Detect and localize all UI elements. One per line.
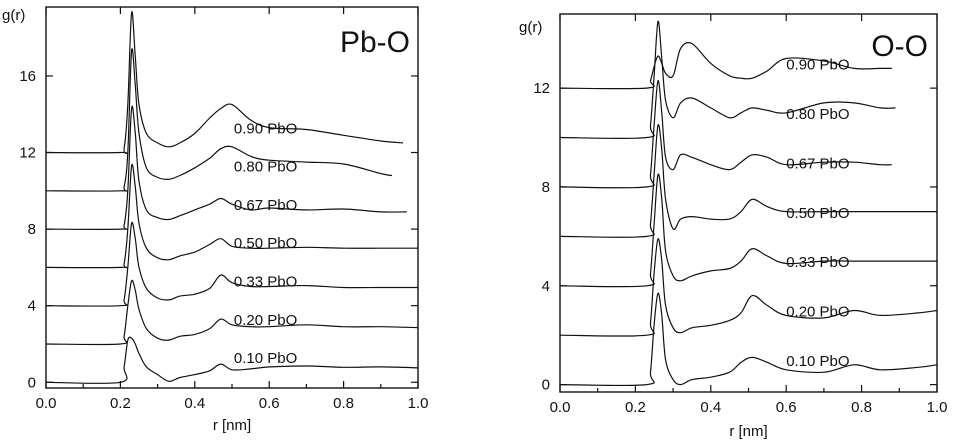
panel-title: O-O <box>871 30 928 63</box>
series-line <box>45 163 418 269</box>
series-line <box>559 292 938 387</box>
x-tick-label: 0.4 <box>700 399 721 416</box>
series-line <box>559 42 892 90</box>
x-axis-label: r [nm] <box>729 423 767 440</box>
series-label: 0.80 PbO <box>786 106 849 123</box>
series-label: 0.67 PbO <box>234 197 297 214</box>
x-tick-label: 0.2 <box>110 395 131 412</box>
plot-frame <box>559 13 938 393</box>
series-line <box>45 221 418 307</box>
series-label: 0.33 PbO <box>234 274 297 291</box>
series-label: 0.20 PbO <box>786 304 849 321</box>
series-label: 0.10 PbO <box>786 353 849 370</box>
chart-panel-1: 0.0 0.2 0.4 0.6 0.8 1.0 0 4 8 12 16 g(r) r [nm] Pb-O 0… <box>2 6 429 434</box>
series-label: 0.50 PbO <box>786 205 849 222</box>
series-line <box>45 48 393 192</box>
panel-title: Pb-O <box>340 26 410 59</box>
x-tick-label: 1.0 <box>408 395 429 412</box>
y-tick-label: 4 <box>28 298 36 315</box>
x-tick-label: 0.6 <box>776 399 797 416</box>
series-line <box>559 20 896 140</box>
series-label: 0.33 PbO <box>786 254 849 271</box>
y-tick-label: 8 <box>542 179 550 196</box>
series-line <box>559 173 937 288</box>
series-line <box>559 238 938 337</box>
y-tick-label: 0 <box>542 377 550 394</box>
series-label: 0.50 PbO <box>234 235 297 252</box>
y-tick-label: 12 <box>533 80 550 97</box>
y-axis-label: g(r) <box>2 7 25 24</box>
y-tick-label: 16 <box>19 68 36 85</box>
series-label: 0.67 PbO <box>786 155 849 172</box>
series-label: 0.20 PbO <box>234 312 297 329</box>
y-tick-label: 4 <box>542 278 550 295</box>
x-tick-label: 0.4 <box>184 395 205 412</box>
x-tick-label: 0.0 <box>36 395 57 412</box>
chart-panel-2: 0.0 0.2 0.4 0.6 0.8 1.0 0 4 8 12 g(r) r [nm] O-O 0.10… <box>519 13 948 440</box>
x-axis-label: r [nm] <box>213 417 251 434</box>
series-line <box>45 11 404 154</box>
y-tick-label: 8 <box>28 221 36 238</box>
plot-frame <box>45 6 419 389</box>
y-tick-label: 0 <box>28 374 36 391</box>
x-tick-label: 0.0 <box>550 399 571 416</box>
x-tick-label: 0.2 <box>625 399 646 416</box>
series-label: 0.10 PbO <box>234 350 297 367</box>
x-tick-label: 0.8 <box>851 399 872 416</box>
y-axis-label: g(r) <box>519 19 542 36</box>
series-line <box>45 279 419 346</box>
series-label: 0.90 PbO <box>234 120 297 137</box>
x-tick-label: 1.0 <box>927 399 948 416</box>
series-line <box>45 105 407 230</box>
x-tick-label: 0.6 <box>259 395 280 412</box>
x-tick-label: 0.8 <box>333 395 354 412</box>
series-line <box>559 80 892 189</box>
series-label: 0.80 PbO <box>234 159 297 176</box>
series-label: 0.90 PbO <box>786 57 849 74</box>
series-line <box>559 124 937 238</box>
y-tick-label: 12 <box>19 145 36 162</box>
series-line <box>45 336 419 385</box>
